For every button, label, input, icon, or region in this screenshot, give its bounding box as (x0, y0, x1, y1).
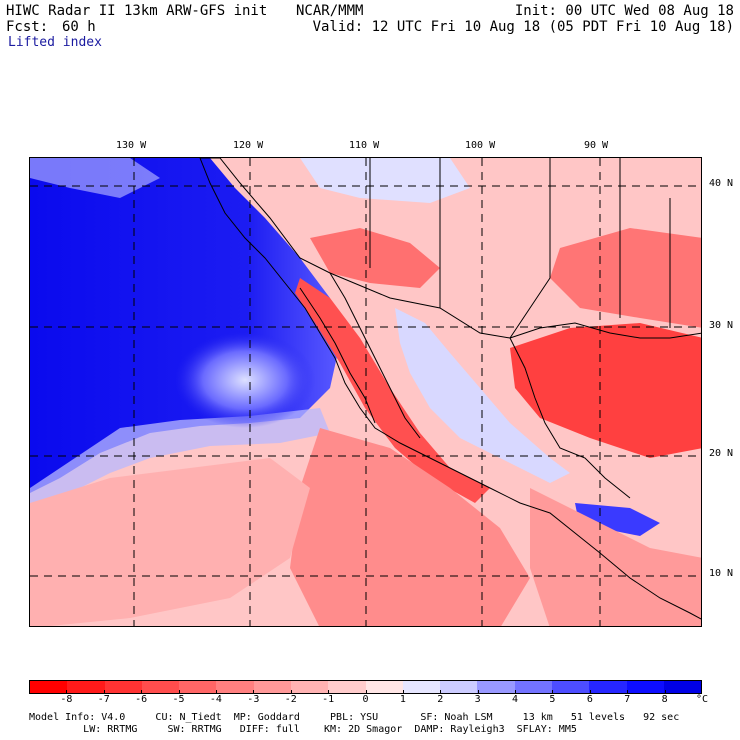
colorbar-cell (104, 681, 142, 693)
colorbar-tick-label: 0 (362, 694, 369, 705)
valid-time: Valid: 12 UTC Fri 10 Aug 18 (05 PDT Fri … (312, 19, 734, 35)
colorbar-tick-label: 3 (474, 694, 481, 705)
map-canvas (30, 158, 701, 626)
colorbar-tick-label: -6 (135, 694, 148, 705)
colorbar-cell (216, 681, 254, 693)
colorbar-cell (67, 681, 105, 693)
colorbar-tick-label: 2 (437, 694, 444, 705)
colorbar-unit: °C (696, 694, 709, 705)
colorbar-tick-mark (178, 690, 180, 694)
cloud-swirl-nw (30, 158, 160, 198)
lon-label-120w: 120 W (233, 140, 264, 151)
lat-label-40n: 40 N (709, 178, 734, 189)
colorbar-tick-mark (253, 690, 255, 694)
colorbar-cell (514, 681, 552, 693)
colorbar-tick-label: 5 (549, 694, 556, 705)
colorbar-cell (179, 681, 217, 693)
colorbar-tick-label: -8 (60, 694, 73, 705)
colorbar-cell (402, 681, 441, 693)
model-title: HIWC Radar II 13km ARW-GFS init (6, 3, 268, 19)
lon-label-100w: 100 W (465, 140, 496, 151)
colorbar-tick-mark (440, 690, 442, 694)
colorbar-cell (290, 681, 329, 693)
colorbar-tick-label: 7 (624, 694, 631, 705)
colorbar-cell (626, 681, 664, 693)
central-america-stable (575, 503, 660, 536)
footer-physics: LW: RRTMG SW: RRTMG DIFF: full KM: 2D Sm… (29, 724, 577, 735)
colorbar-tick-mark (552, 690, 554, 694)
colorbar-tick-mark (290, 690, 292, 694)
colorbar-tick-label: 6 (586, 694, 593, 705)
colorbar-tick-mark (589, 690, 591, 694)
colorbar-tick-mark (66, 690, 68, 694)
colorbar-tick-label: -3 (247, 694, 260, 705)
colorbar-cell (551, 681, 590, 693)
organization: NCAR/MMM (296, 3, 364, 19)
southwest-unstable (310, 228, 440, 288)
colorbar-tick-label: -5 (172, 694, 185, 705)
lon-label-90w: 90 W (584, 140, 609, 151)
colorbar-tick-label: -4 (209, 694, 222, 705)
colorbar-cell (30, 681, 68, 693)
field-name: Lifted index (8, 35, 102, 50)
colorbar-cell (328, 681, 366, 693)
colorbar-tick-label: -7 (97, 694, 110, 705)
forecast-label: Fcst: (6, 19, 49, 35)
lon-label-130w: 130 W (116, 140, 147, 151)
colorbar-tick-mark (477, 690, 479, 694)
colorbar-tick-mark (515, 690, 517, 694)
colorbar-cell (663, 681, 702, 693)
colorbar-cell (141, 681, 180, 693)
colorbar-tick-mark (328, 690, 330, 694)
colorbar-cell (365, 681, 403, 693)
colorbar-cell (440, 681, 478, 693)
colorbar-cell (477, 681, 515, 693)
south-unstable (530, 488, 701, 626)
pacific-eddy (175, 332, 315, 428)
colorbar-tick-label: -1 (322, 694, 335, 705)
colorbar-tick-mark (141, 690, 143, 694)
lat-label-30n: 30 N (709, 320, 734, 331)
southeast-unstable (550, 228, 701, 328)
colorbar-cell (589, 681, 627, 693)
lat-label-20n: 20 N (709, 448, 734, 459)
init-time: Init: 00 UTC Wed 08 Aug 18 (514, 3, 734, 19)
footer-model-info: Model Info: V4.0 CU: N_Tiedt MP: Goddard… (29, 712, 680, 723)
lat-label-10n: 10 N (709, 568, 734, 579)
pacific-lighter-band (30, 408, 330, 503)
colorbar-tick-mark (402, 690, 404, 694)
plateau-stable-region (395, 308, 570, 483)
forecast-hour: 60 h (62, 19, 96, 35)
colorbar-tick-label: 4 (512, 694, 519, 705)
colorbar-tick-label: 1 (399, 694, 406, 705)
colorbar-tick-label: -2 (284, 694, 297, 705)
colorbar-tick-mark (627, 690, 629, 694)
gulf-of-california-unstable (295, 278, 490, 503)
plains-stable-region (300, 158, 470, 203)
colorbar-tick-mark (103, 690, 105, 694)
lifted-index-map (29, 157, 702, 627)
coastlines (199, 158, 701, 620)
graticule (30, 158, 701, 626)
colorbar (29, 680, 702, 694)
colorbar-cell (253, 681, 291, 693)
colorbar-tick-mark (365, 690, 367, 694)
gulf-of-mexico-unstable (510, 323, 701, 458)
southwest-sea-unstable (30, 458, 310, 626)
colorbar-tick-mark (664, 690, 666, 694)
colorbar-tick-mark (215, 690, 217, 694)
colorbar-tick-label: 8 (661, 694, 668, 705)
lon-label-110w: 110 W (349, 140, 380, 151)
